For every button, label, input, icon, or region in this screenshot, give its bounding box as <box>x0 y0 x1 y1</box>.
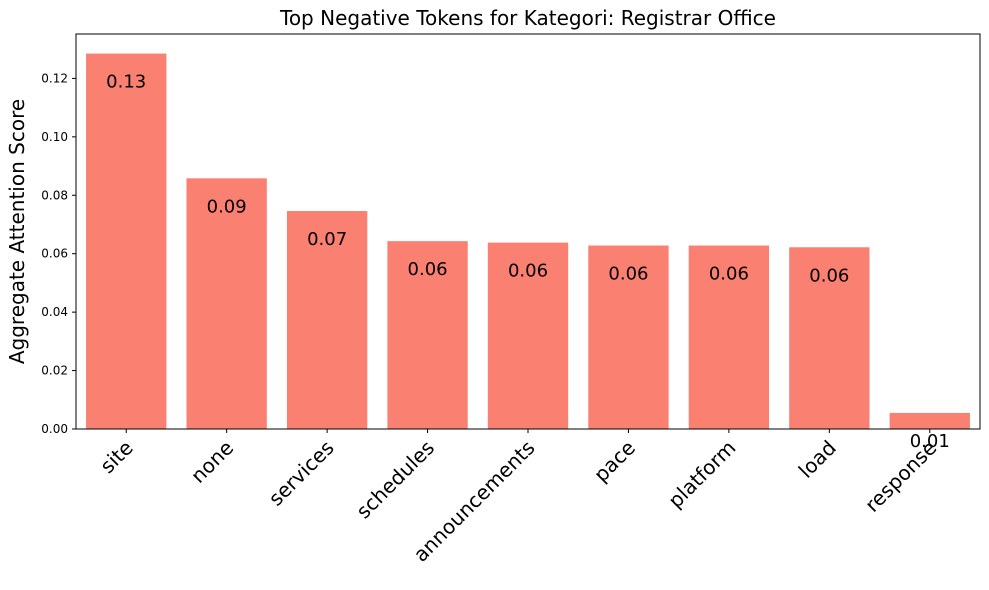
y-tick-label: 0.02 <box>41 364 68 378</box>
bar-site <box>86 53 167 429</box>
x-tick-label-services: services <box>264 436 339 511</box>
y-tick-label: 0.04 <box>41 305 68 319</box>
bar-load <box>789 247 870 429</box>
bar-response <box>889 412 970 429</box>
x-tick-label-site: site <box>95 436 138 479</box>
y-axis-ticks: 0.00 0.02 0.04 0.06 0.08 0.10 0.12 <box>41 71 76 436</box>
x-tick-label-platform: platform <box>663 436 740 513</box>
data-label-response: 0.01 <box>910 431 950 452</box>
chart-title: Top Negative Tokens for Kategori: Regist… <box>279 6 776 30</box>
data-label-announcements: 0.06 <box>508 261 548 282</box>
x-tick-label-schedules: schedules <box>351 436 439 524</box>
x-tick-label-none: none <box>186 436 238 488</box>
bar-none <box>186 178 267 429</box>
data-labels-layer: 0.13 0.09 0.07 0.06 0.06 0.06 0.06 0.06 0.01 <box>106 72 950 452</box>
x-tick-label-response: response <box>860 436 941 517</box>
plot-frame <box>75 33 981 430</box>
y-tick-label: 0.00 <box>41 422 68 436</box>
y-tick-label: 0.12 <box>41 71 68 85</box>
bar-schedules <box>387 241 468 429</box>
data-label-load: 0.06 <box>809 265 849 286</box>
y-tick-label: 0.08 <box>41 188 68 202</box>
y-tick-label: 0.10 <box>41 130 68 144</box>
x-tick-label-pace: pace <box>589 436 640 487</box>
bar-platform <box>688 245 770 429</box>
x-tick-label-load: load <box>794 436 841 483</box>
data-label-site: 0.13 <box>106 72 146 93</box>
y-tick-label: 0.06 <box>41 247 68 261</box>
bars-layer <box>86 53 970 429</box>
bar-announcements <box>487 242 569 429</box>
bar-pace <box>588 245 669 429</box>
data-label-pace: 0.06 <box>608 264 648 285</box>
data-label-services: 0.07 <box>307 229 347 250</box>
data-label-none: 0.09 <box>207 196 247 217</box>
y-axis-label: Aggregate Attention Score <box>5 99 29 364</box>
data-label-platform: 0.06 <box>709 264 749 285</box>
bar-services <box>286 211 368 429</box>
data-label-schedules: 0.06 <box>408 259 448 280</box>
